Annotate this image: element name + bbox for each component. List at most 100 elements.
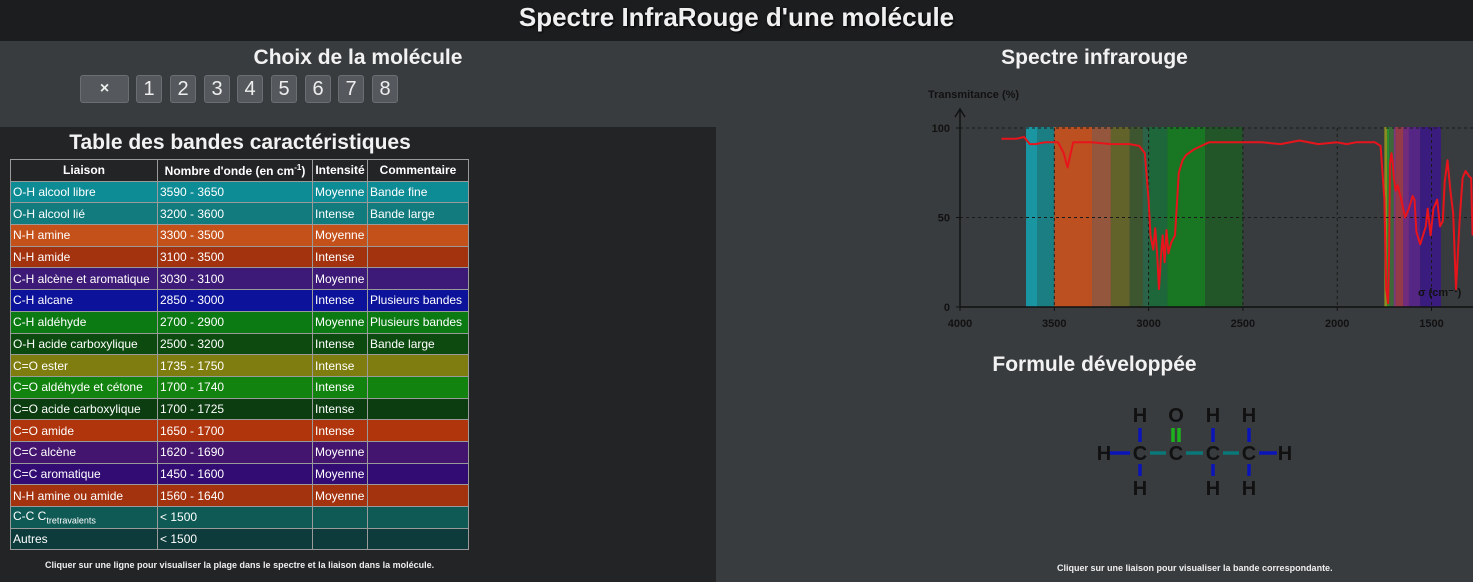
band-highlight <box>1142 127 1149 307</box>
molecule-button-8[interactable]: 8 <box>372 75 398 103</box>
band-intensity-cell <box>312 506 368 529</box>
band-wavenumber-cell: 1700 - 1725 <box>157 397 313 421</box>
molecule-button-4[interactable]: 4 <box>237 75 263 103</box>
molecule-button-7[interactable]: 7 <box>338 75 364 103</box>
molecule-button-3[interactable]: 3 <box>204 75 230 103</box>
molecule-button-5[interactable]: 5 <box>271 75 297 103</box>
band-comment-cell <box>367 440 469 464</box>
spectrum-line <box>1001 136 1473 305</box>
atom-h[interactable]: H <box>1133 405 1147 427</box>
clear-molecule-button[interactable]: × <box>80 75 129 103</box>
band-row[interactable]: C=O ester 1735 - 1750 Intense <box>10 354 469 377</box>
band-row[interactable]: C=O amide 1650 - 1700 Intense <box>10 419 469 442</box>
molecule-choice-title: Choix de la molécule <box>253 46 463 69</box>
band-liaison-cell: C-H alcène et aromatique <box>10 267 158 291</box>
band-wavenumber-cell: < 1500 <box>157 506 313 529</box>
x-axis-label: σ (cm⁻¹) <box>1418 287 1462 299</box>
atom-h[interactable]: H <box>1242 478 1256 500</box>
band-comment-cell <box>367 419 469 442</box>
band-intensity-cell: Intense <box>312 419 368 442</box>
band-comment-cell: Bande large <box>367 202 469 226</box>
band-row[interactable]: C-H alcène et aromatique 3030 - 3100 Moyen… <box>10 267 469 291</box>
x-tick-label: 3000 <box>1136 318 1160 330</box>
band-comment-cell: Plusieurs bandes <box>367 289 469 312</box>
band-liaison-cell: C=O ester <box>10 354 158 377</box>
atom-h[interactable]: H <box>1097 443 1111 465</box>
band-wavenumber-cell: 1650 - 1700 <box>157 419 313 442</box>
band-row[interactable]: O-H alcool libre 3590 - 3650 Moyenne Bande … <box>10 180 469 204</box>
band-row[interactable]: C=C aromatique 1450 - 1600 Moyenne <box>10 462 469 486</box>
band-comment-cell <box>367 527 469 551</box>
y-tick-label: 0 <box>944 302 950 314</box>
band-liaison-cell: N-H amine ou amide <box>10 484 158 507</box>
band-row[interactable]: O-H alcool lié 3200 - 3600 Intense Bande la… <box>10 202 469 226</box>
atom-h[interactable]: H <box>1206 405 1220 427</box>
band-row[interactable]: N-H amine 3300 - 3500 Moyenne <box>10 224 469 247</box>
band-wavenumber-cell: 2700 - 2900 <box>157 310 313 334</box>
band-row[interactable]: C=C alcène 1620 - 1690 Moyenne <box>10 440 469 464</box>
band-intensity-cell: Moyenne <box>312 440 368 464</box>
band-row[interactable]: N-H amine ou amide 1560 - 1640 Moyenne <box>10 484 469 507</box>
band-wavenumber-cell: 2500 - 3200 <box>157 332 313 356</box>
band-intensity-cell: Moyenne <box>312 310 368 334</box>
band-intensity-cell: Intense <box>312 289 368 312</box>
band-comment-cell <box>367 354 469 377</box>
spectrum-chart: 0 50 100 4000 3500 3000 2500 2000 1500 Transmitan… <box>928 89 1473 330</box>
band-row[interactable]: O-H acide carboxylique 2500 - 3200 Intense… <box>10 332 469 356</box>
y-axis-arrow <box>954 107 966 118</box>
spectrum-title: Spectre infrarouge <box>1001 46 1188 69</box>
atom-c[interactable]: C <box>1206 443 1220 465</box>
table-hint: Cliquer sur une ligne pour visualiser la… <box>45 560 435 570</box>
band-row[interactable]: Autres < 1500 <box>10 527 469 551</box>
band-liaison-cell: C=O aldéhyde et cétone <box>10 375 158 399</box>
atom-c[interactable]: C <box>1242 443 1256 465</box>
atom-c[interactable]: C <box>1169 443 1183 465</box>
band-row[interactable]: C=O acide carboxylique 1700 - 1725 Intense <box>10 397 469 421</box>
band-wavenumber-cell: 2850 - 3000 <box>157 289 313 312</box>
band-intensity-cell: Intense <box>312 375 368 399</box>
band-intensity-cell: Intense <box>312 397 368 421</box>
band-wavenumber-cell: 1620 - 1690 <box>157 440 313 464</box>
band-intensity-cell: Intense <box>312 245 368 269</box>
band-row[interactable]: C-C Ctretravalents < 1500 <box>10 506 469 529</box>
band-intensity-cell: Moyenne <box>312 224 368 247</box>
molecule-button-6[interactable]: 6 <box>305 75 331 103</box>
band-liaison-cell: C-C Ctretravalents <box>10 506 158 529</box>
x-tick-label: 3500 <box>1042 318 1066 330</box>
band-wavenumber-cell: 1450 - 1600 <box>157 462 313 486</box>
formula-hint: Cliquer sur une liaison pour visualiser … <box>1057 563 1333 573</box>
molecule-button-2[interactable]: 2 <box>170 75 196 103</box>
band-wavenumber-cell: 3030 - 3100 <box>157 267 313 291</box>
band-liaison-cell: N-H amine <box>10 224 158 247</box>
page-title: Spectre InfraRouge d'une molécule <box>518 2 955 32</box>
x-tick-label: 2000 <box>1325 318 1349 330</box>
band-intensity-cell: Moyenne <box>312 484 368 507</box>
atom-o[interactable]: O <box>1168 405 1184 427</box>
band-comment-cell <box>367 224 469 247</box>
atom-h[interactable]: H <box>1278 443 1292 465</box>
band-row[interactable]: N-H amide 3100 - 3500 Intense <box>10 245 469 269</box>
band-row[interactable]: C-H alcane 2850 - 3000 Intense Plusieurs ba… <box>10 289 469 312</box>
band-highlight <box>1092 127 1111 307</box>
x-tick-label: 4000 <box>948 318 972 330</box>
x-tick-label: 1500 <box>1419 318 1443 330</box>
band-wavenumber-cell: 1560 - 1640 <box>157 484 313 507</box>
atom-h[interactable]: H <box>1242 405 1256 427</box>
bands-table: Liaison Nombre d'onde (en cm-1) Intensit… <box>10 159 469 551</box>
band-intensity-cell <box>312 527 368 551</box>
molecule-button-1[interactable]: 1 <box>136 75 162 103</box>
band-comment-cell: Plusieurs bandes <box>367 310 469 334</box>
band-liaison-cell: C-H alcane <box>10 289 158 312</box>
band-row[interactable]: C-H aldéhyde 2700 - 2900 Moyenne Plusieurs … <box>10 310 469 334</box>
molecule-choice-panel: Choix de la molécule × 1 2 3 4 5 6 7 8 <box>0 41 716 127</box>
atom-h[interactable]: H <box>1133 478 1147 500</box>
atom-c[interactable]: C <box>1133 443 1147 465</box>
band-comment-cell <box>367 267 469 291</box>
band-liaison-cell: C=C alcène <box>10 440 158 464</box>
header-liaison: Liaison <box>10 159 158 182</box>
band-intensity-cell: Intense <box>312 202 368 226</box>
band-liaison-cell: C-H aldéhyde <box>10 310 158 334</box>
header-intensite: Intensité <box>312 159 368 182</box>
atom-h[interactable]: H <box>1206 478 1220 500</box>
band-row[interactable]: C=O aldéhyde et cétone 1700 - 1740 Intense <box>10 375 469 399</box>
